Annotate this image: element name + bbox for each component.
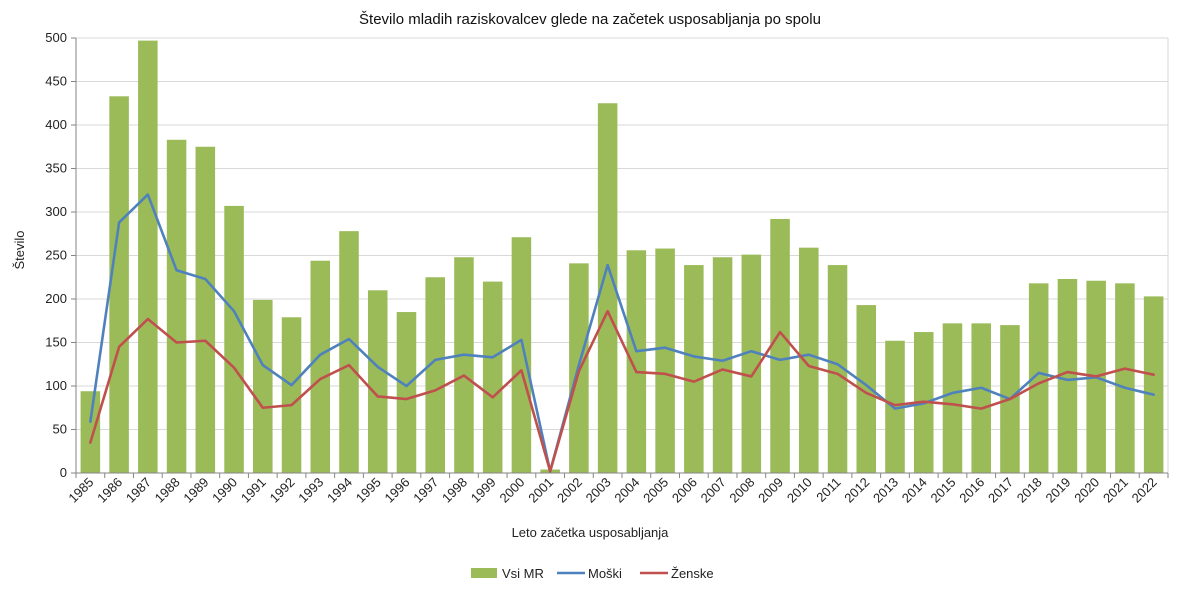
x-tick-label: 2013 bbox=[870, 475, 901, 506]
bar bbox=[971, 323, 991, 473]
bar bbox=[396, 312, 417, 473]
y-tick-label: 50 bbox=[53, 422, 67, 437]
x-tick-label: 1989 bbox=[180, 475, 211, 506]
bar bbox=[224, 205, 244, 473]
x-tick-label: 1992 bbox=[267, 475, 298, 506]
y-tick-label: 250 bbox=[45, 248, 67, 263]
bar bbox=[1028, 283, 1049, 473]
x-tick-label: 2000 bbox=[496, 475, 527, 506]
bar bbox=[684, 265, 704, 473]
series-line--enske bbox=[89, 309, 1155, 473]
x-tick-label: 2020 bbox=[1071, 475, 1102, 506]
x-tick-label: 2001 bbox=[525, 475, 556, 506]
x-tick-label: 2021 bbox=[1100, 475, 1131, 506]
x-axis-title: Leto začetka usposabljanja bbox=[512, 525, 670, 540]
chart-title: Število mladih raziskovalcev glede na za… bbox=[359, 11, 821, 28]
x-tick-label: 1996 bbox=[382, 475, 413, 506]
bar bbox=[597, 103, 618, 473]
series-line-mo-ki bbox=[89, 193, 1155, 473]
x-tick-label: 1985 bbox=[65, 475, 96, 506]
bar bbox=[799, 247, 819, 473]
y-tick-label: 150 bbox=[45, 335, 67, 350]
legend: Vsi MR Moški Ženske bbox=[471, 566, 714, 581]
bar bbox=[1115, 283, 1135, 473]
y-tick-label: 0 bbox=[60, 465, 67, 480]
y-tick-label: 450 bbox=[45, 74, 67, 89]
x-tick-label: 1995 bbox=[353, 475, 384, 506]
x-tick-label: 1986 bbox=[94, 475, 125, 506]
x-tick-label: 2016 bbox=[956, 475, 987, 506]
x-tick-label: 1997 bbox=[410, 475, 441, 506]
bar bbox=[339, 231, 359, 473]
line-layer bbox=[89, 193, 1155, 473]
x-tick-label: 2012 bbox=[841, 475, 872, 506]
y-tick-label: 200 bbox=[45, 291, 67, 306]
x-tick-label: 1987 bbox=[123, 475, 154, 506]
bar bbox=[80, 391, 101, 473]
x-tick-label: 2004 bbox=[611, 475, 642, 506]
bar bbox=[482, 281, 503, 473]
bar bbox=[166, 139, 187, 474]
bar bbox=[454, 257, 474, 473]
legend-label: Moški bbox=[588, 566, 622, 581]
bar bbox=[1057, 278, 1078, 473]
y-tick-label: 400 bbox=[45, 117, 67, 132]
x-tick-label: 1988 bbox=[152, 475, 183, 506]
x-tick-label: 2008 bbox=[726, 475, 757, 506]
x-tick-label: 2003 bbox=[583, 475, 614, 506]
bar bbox=[942, 323, 963, 473]
bar bbox=[827, 265, 848, 473]
bar bbox=[1143, 296, 1164, 473]
bar bbox=[511, 237, 532, 473]
bar bbox=[367, 290, 388, 473]
legend-label: Ženske bbox=[671, 566, 714, 581]
x-tick-label: 1999 bbox=[468, 475, 499, 506]
x-tick-label: 1994 bbox=[324, 475, 355, 506]
legend-swatch-bar bbox=[471, 568, 497, 578]
bar bbox=[626, 250, 647, 473]
x-tick-label: 2019 bbox=[1042, 475, 1073, 506]
x-tick-label: 2014 bbox=[899, 475, 930, 506]
legend-label: Vsi MR bbox=[502, 566, 544, 581]
x-tick-label: 2011 bbox=[813, 475, 843, 505]
bar bbox=[425, 277, 445, 473]
bar bbox=[310, 260, 331, 473]
x-tick-label: 1991 bbox=[238, 475, 269, 506]
x-tick-label: 2010 bbox=[784, 475, 815, 506]
y-tick-label: 500 bbox=[45, 30, 67, 45]
bar bbox=[195, 146, 216, 473]
bar bbox=[885, 340, 905, 473]
x-tick-label: 2005 bbox=[640, 475, 671, 506]
x-tick-label: 2006 bbox=[669, 475, 700, 506]
x-tick-label: 1998 bbox=[439, 475, 470, 506]
x-tick-label: 2018 bbox=[1014, 475, 1045, 506]
y-tick-label: 300 bbox=[45, 204, 67, 219]
x-tick-label: 2002 bbox=[554, 475, 585, 506]
bar bbox=[770, 218, 790, 473]
x-tick-label: 2022 bbox=[1129, 475, 1160, 506]
bar bbox=[712, 257, 733, 473]
y-axis-title: Število bbox=[12, 230, 27, 269]
bar bbox=[655, 248, 675, 473]
x-tick-label: 2015 bbox=[928, 475, 959, 506]
bar bbox=[138, 40, 158, 474]
bar bbox=[109, 96, 129, 473]
x-tick-label: 2017 bbox=[985, 475, 1016, 506]
x-tick-label: 1993 bbox=[295, 475, 326, 506]
bar bbox=[856, 305, 877, 473]
bar bbox=[281, 317, 302, 473]
y-tick-label: 100 bbox=[45, 378, 67, 393]
x-tick-label: 2009 bbox=[755, 475, 786, 506]
x-tick-label: 1990 bbox=[209, 475, 240, 506]
bar-layer bbox=[80, 40, 1164, 474]
bar bbox=[253, 299, 273, 473]
x-tick-label: 2007 bbox=[698, 475, 729, 506]
y-tick-label: 350 bbox=[45, 161, 67, 176]
bar bbox=[741, 254, 762, 473]
